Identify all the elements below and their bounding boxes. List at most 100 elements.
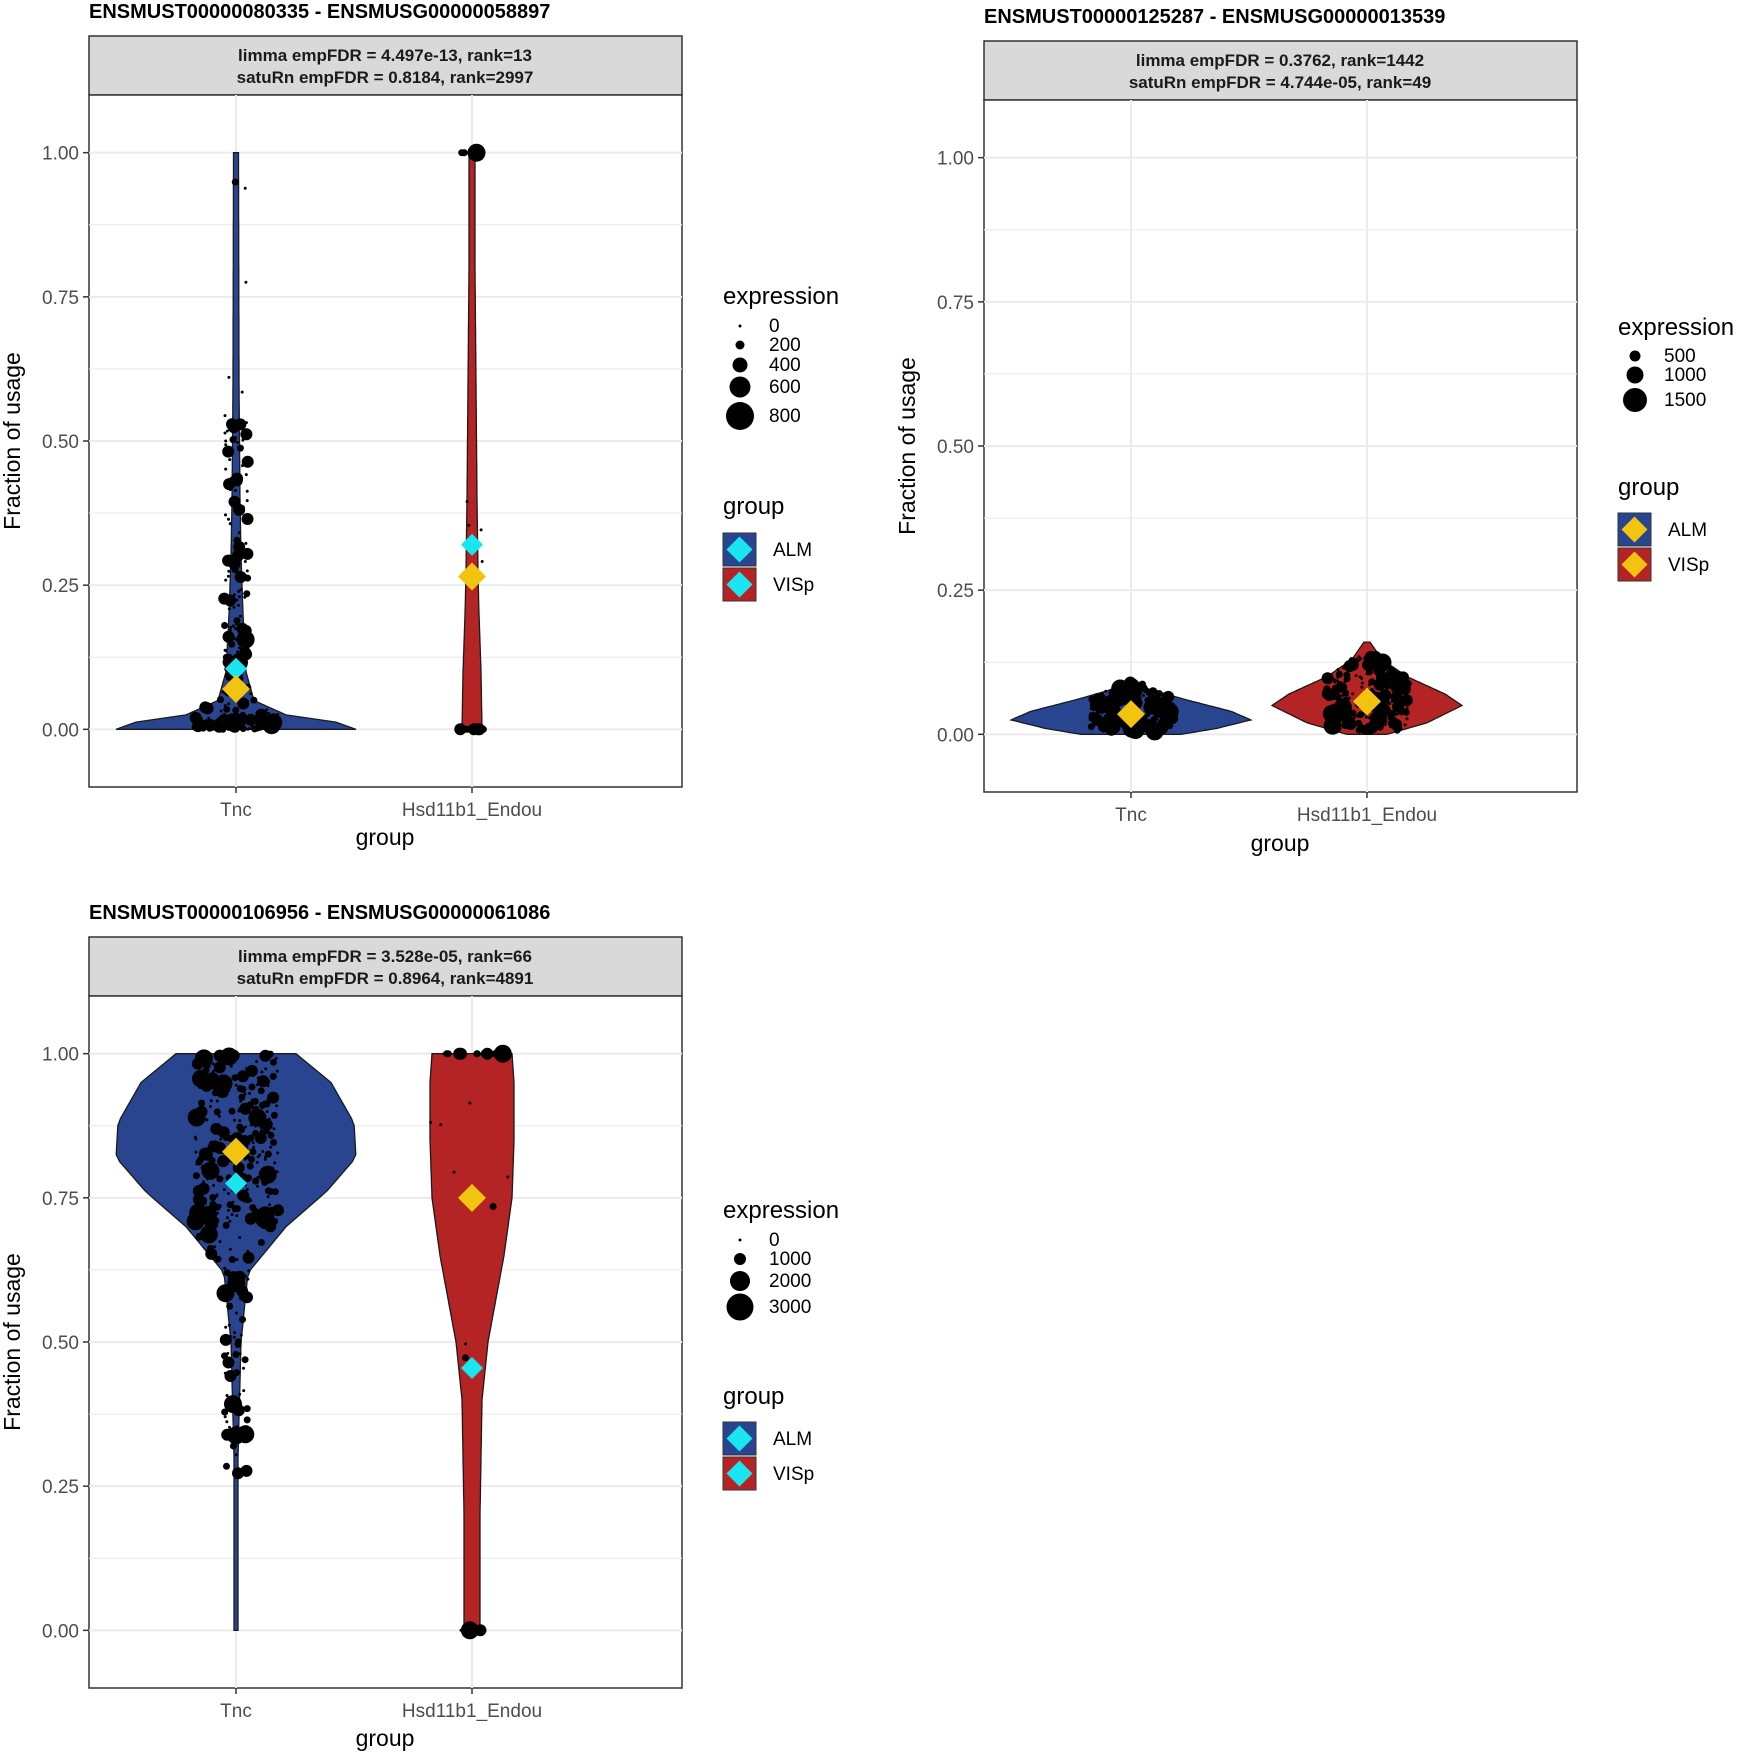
legend-key-diamond — [726, 1460, 753, 1487]
data-point — [254, 1132, 267, 1144]
data-point — [460, 1628, 464, 1632]
data-point — [1100, 711, 1104, 715]
data-point — [461, 727, 465, 731]
data-point — [246, 1249, 250, 1253]
data-point — [227, 1361, 231, 1365]
data-point — [245, 499, 249, 503]
legend-size-label: 500 — [1664, 346, 1696, 367]
data-point — [255, 1060, 259, 1064]
data-point — [231, 178, 239, 186]
data-point — [1104, 689, 1108, 693]
data-point — [229, 1372, 233, 1376]
data-point — [223, 1415, 227, 1419]
data-point — [264, 1155, 267, 1159]
data-point — [267, 1177, 271, 1181]
data-point — [224, 467, 228, 471]
data-point — [274, 1056, 278, 1060]
data-point — [1347, 719, 1351, 723]
y-tick-label: 0.75 — [42, 1189, 79, 1210]
data-point — [243, 1274, 247, 1278]
data-point — [245, 489, 249, 493]
data-point — [228, 458, 232, 462]
data-point — [1331, 706, 1335, 710]
legend-size-label: 0 — [769, 1230, 780, 1251]
data-point — [452, 1170, 456, 1174]
data-point — [195, 1105, 208, 1118]
data-point — [217, 1114, 221, 1118]
data-point — [206, 1177, 210, 1180]
data-point — [1167, 697, 1171, 701]
data-point — [269, 1058, 277, 1066]
data-point — [223, 1371, 227, 1375]
data-point — [493, 1044, 512, 1063]
legend-size-label: 200 — [769, 335, 801, 356]
data-point — [257, 1239, 265, 1246]
legend-size-key — [738, 1238, 742, 1242]
data-point — [1332, 686, 1336, 690]
data-point — [264, 1150, 272, 1158]
data-point — [251, 719, 255, 723]
data-point — [251, 1141, 255, 1145]
data-point — [1377, 686, 1381, 690]
data-point — [219, 724, 227, 732]
data-point — [1108, 694, 1112, 697]
data-point — [1145, 687, 1149, 691]
data-point — [1321, 672, 1334, 685]
data-point — [1358, 675, 1362, 679]
data-point — [225, 1216, 229, 1220]
data-point — [1167, 708, 1171, 712]
data-point — [1357, 711, 1365, 719]
data-point — [239, 1316, 246, 1323]
data-point — [1364, 650, 1377, 663]
panel-3-strip-line-2: satuRn empFDR = 0.8964, rank=4891 — [237, 969, 534, 988]
legend-size-label: 600 — [769, 377, 801, 398]
panel-3-legend-group-title: group — [723, 1383, 784, 1410]
data-point — [225, 673, 233, 681]
legend-group-label: VISp — [773, 575, 814, 596]
data-point — [241, 464, 244, 468]
data-point — [1376, 717, 1380, 721]
mean-marker-cyan-alm — [225, 1172, 247, 1195]
panel-1-x-axis-title: group — [356, 824, 415, 850]
data-point — [227, 702, 231, 706]
data-point — [217, 1158, 224, 1166]
data-point — [238, 1119, 242, 1123]
mean-marker-gold-alm — [222, 674, 250, 703]
legend-group-label: VISp — [1668, 555, 1709, 576]
data-point — [1333, 680, 1337, 684]
panel-1-strip-line-1: limma empFDR = 4.497e-13, rank=13 — [238, 46, 532, 65]
legend-key-diamond — [1621, 516, 1648, 543]
data-point — [1144, 696, 1152, 704]
data-point — [1145, 724, 1158, 737]
data-point — [243, 560, 247, 563]
data-point — [238, 614, 242, 618]
mean-marker-gold-visp — [458, 1183, 486, 1212]
data-point — [244, 280, 248, 284]
data-point — [231, 1074, 239, 1082]
data-point — [1395, 682, 1399, 686]
data-point — [454, 723, 467, 736]
data-point — [439, 1123, 443, 1127]
data-point — [230, 714, 238, 722]
data-point — [1360, 685, 1364, 689]
data-point — [227, 607, 231, 611]
data-point — [1374, 669, 1378, 673]
data-point — [1359, 657, 1363, 661]
data-point — [241, 547, 254, 560]
data-point — [235, 1311, 238, 1315]
data-point — [225, 1056, 228, 1060]
data-point — [243, 186, 247, 190]
y-tick-label: 0.00 — [937, 725, 974, 746]
data-point — [234, 627, 237, 630]
data-point — [238, 1392, 242, 1396]
data-point — [229, 625, 233, 629]
y-tick-label: 1.00 — [42, 144, 79, 165]
data-point — [214, 1068, 218, 1072]
panel-3-x-ticks: Tnc Hsd11b1_Endou — [220, 1688, 542, 1722]
data-point — [243, 1092, 247, 1096]
data-point — [207, 1244, 215, 1252]
x-tick-label: Tnc — [220, 1701, 252, 1722]
data-point — [238, 1293, 246, 1301]
